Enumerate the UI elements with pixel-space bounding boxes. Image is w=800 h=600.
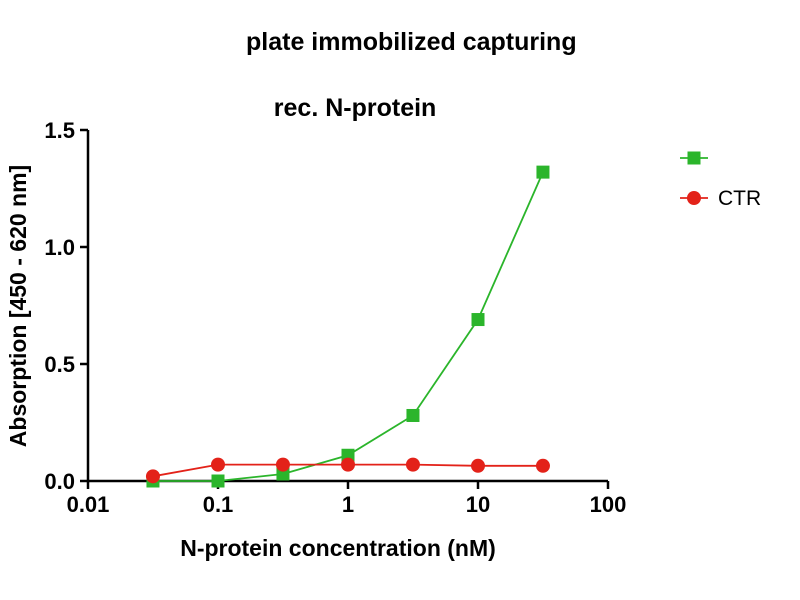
data-point bbox=[211, 474, 225, 488]
data-point bbox=[406, 408, 420, 422]
data-point bbox=[275, 457, 290, 472]
series-CTR bbox=[145, 457, 550, 484]
x-axis-label: N-protein concentration (nM) bbox=[180, 535, 496, 561]
chart-title: plate immobilized capturing rec. N-prote… bbox=[246, 26, 577, 158]
x-tick-label: 0.01 bbox=[67, 492, 110, 517]
legend-marker bbox=[687, 151, 701, 165]
x-tick-label: 10 bbox=[466, 492, 490, 517]
data-point bbox=[405, 457, 420, 472]
data-point bbox=[471, 458, 485, 473]
chart-title-line2: rec. N-protein bbox=[273, 94, 437, 122]
data-point bbox=[211, 457, 225, 472]
legend: CTR bbox=[680, 151, 761, 210]
series-green bbox=[146, 165, 550, 488]
data-point bbox=[341, 457, 355, 472]
y-tick-label: 0.5 bbox=[44, 352, 75, 377]
chart-title-line1: plate immobilized capturing bbox=[246, 28, 577, 56]
legend-marker bbox=[687, 191, 701, 205]
y-tick-label: 0.0 bbox=[44, 469, 75, 494]
x-tick-label: 1 bbox=[342, 492, 354, 517]
data-point bbox=[471, 313, 485, 327]
series-line bbox=[152, 171, 544, 482]
y-tick-label: 1.5 bbox=[44, 118, 75, 143]
x-tick-label: 0.1 bbox=[203, 492, 234, 517]
legend-label: CTR bbox=[718, 187, 761, 210]
y-axis-label: Absorption [450 - 620 nm] bbox=[5, 165, 31, 447]
axes: 0.01 0.1 1 10 100 0.0 0.5 1.0 1.5 bbox=[44, 118, 626, 517]
data-point bbox=[145, 469, 160, 484]
y-tick-label: 1.0 bbox=[44, 235, 75, 260]
data-point bbox=[536, 165, 550, 179]
data-point bbox=[535, 458, 550, 473]
x-tick-label: 100 bbox=[590, 492, 627, 517]
